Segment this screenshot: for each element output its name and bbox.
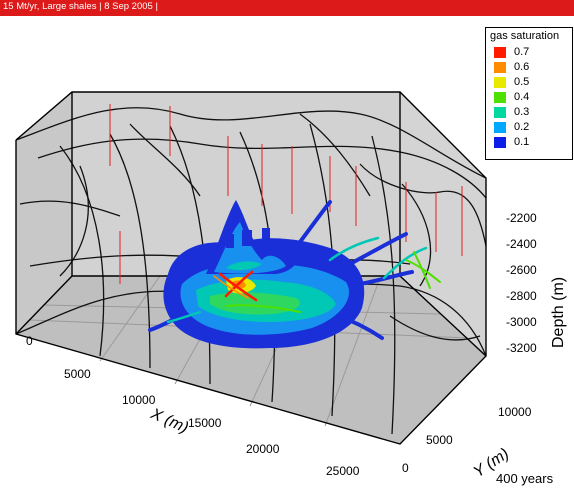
y-tick: 10000 xyxy=(498,405,532,419)
z-tick: -3000 xyxy=(506,315,537,329)
x-axis-label: X (m) xyxy=(147,405,191,437)
color-legend: gas saturation 0.7 0.6 0.5 0.4 0.3 0.2 0.1 xyxy=(485,27,573,160)
x-tick: 10000 xyxy=(122,393,156,407)
floor-face xyxy=(16,276,486,444)
plot-title: 15 Mt/yr, Large shales | 8 Sep 2005 | xyxy=(3,1,158,12)
legend-label: 0.4 xyxy=(514,91,530,103)
left-wall-face xyxy=(16,92,72,334)
x-tick: 5000 xyxy=(64,367,91,381)
z-axis: -2200 -2400 -2600 -2800 -3000 -3200 Dept… xyxy=(506,211,567,355)
legend-swatch xyxy=(494,47,506,58)
x-tick: 15000 xyxy=(188,416,222,430)
legend-label: 0.6 xyxy=(514,61,530,73)
legend-swatch xyxy=(494,77,506,88)
legend-swatch xyxy=(494,107,506,118)
legend-label: 0.3 xyxy=(514,106,530,118)
x-tick: 0 xyxy=(26,334,33,348)
y-tick: 5000 xyxy=(426,433,453,447)
legend-swatch xyxy=(494,92,506,103)
x-tick: 20000 xyxy=(246,442,280,456)
y-tick: 0 xyxy=(402,461,409,475)
legend-label: 0.5 xyxy=(514,76,530,88)
legend-title: gas saturation xyxy=(490,30,560,42)
back-wall-face xyxy=(72,92,400,276)
z-tick: -2800 xyxy=(506,289,537,303)
plot-viewport[interactable]: 0 5000 10000 15000 20000 25000 X (m) 0 5… xyxy=(0,16,574,499)
legend-label: 0.7 xyxy=(514,46,530,58)
3d-scene[interactable]: 0 5000 10000 15000 20000 25000 X (m) 0 5… xyxy=(0,16,574,499)
time-label: 400 years xyxy=(496,471,554,486)
z-tick: -3200 xyxy=(506,341,537,355)
gas-plume xyxy=(148,200,441,349)
legend-swatch xyxy=(494,62,506,73)
legend-swatch xyxy=(494,137,506,148)
legend-label: 0.1 xyxy=(514,136,530,148)
legend-label: 0.2 xyxy=(514,121,530,133)
injection-wells xyxy=(109,104,463,284)
title-bar: 15 Mt/yr, Large shales | 8 Sep 2005 | xyxy=(0,0,574,16)
legend-swatch xyxy=(494,122,506,133)
z-axis-label: Depth (m) xyxy=(550,277,567,348)
x-tick: 25000 xyxy=(326,464,360,478)
z-tick: -2600 xyxy=(506,263,537,277)
z-tick: -2400 xyxy=(506,237,537,251)
z-tick: -2200 xyxy=(506,211,537,225)
